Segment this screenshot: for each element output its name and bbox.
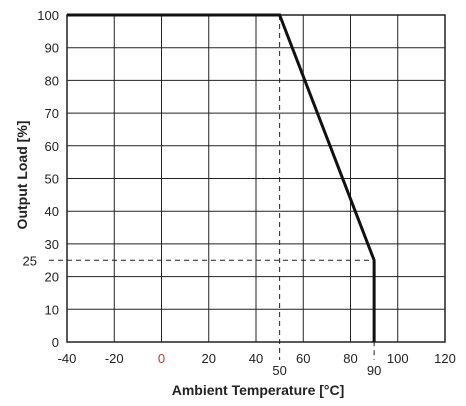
derating-curve bbox=[67, 13, 376, 342]
y-tick-label: 70 bbox=[45, 106, 59, 121]
x-tick-label: 120 bbox=[434, 351, 456, 366]
grid bbox=[66, 14, 446, 343]
x-axis-label: Ambient Temperature [°C] bbox=[172, 382, 345, 398]
y-tick-label: 20 bbox=[45, 270, 59, 285]
x-highlight-label: 90 bbox=[367, 363, 381, 378]
x-tick-label: 60 bbox=[296, 351, 310, 366]
x-tick-label: -20 bbox=[105, 351, 124, 366]
tick-labels: -40 -20 0 20 40 60 80 100 120 0 10 20 30 40 50 60 70 80 90… bbox=[23, 8, 456, 378]
y-tick-label: 60 bbox=[45, 139, 59, 154]
x-tick-label: 20 bbox=[202, 351, 216, 366]
series bbox=[67, 13, 376, 342]
x-tick-label: 100 bbox=[387, 351, 409, 366]
x-highlight-label: 50 bbox=[272, 363, 286, 378]
y-tick-label: 10 bbox=[45, 302, 59, 317]
y-tick-label: 100 bbox=[37, 8, 59, 23]
y-highlight-label: 25 bbox=[23, 253, 37, 268]
y-tick-label: 90 bbox=[45, 41, 59, 56]
x-tick-label: 80 bbox=[343, 351, 357, 366]
y-tick-label: 80 bbox=[45, 73, 59, 88]
x-tick-label: 40 bbox=[249, 351, 263, 366]
y-tick-label: 30 bbox=[45, 237, 59, 252]
x-tick-label: -40 bbox=[58, 351, 77, 366]
x-tick-label: 0 bbox=[158, 351, 165, 366]
y-tick-label: 40 bbox=[45, 204, 59, 219]
y-tick-label: 50 bbox=[45, 172, 59, 187]
y-axis-label: Output Load [%] bbox=[14, 121, 30, 230]
guide-lines bbox=[49, 15, 375, 360]
y-tick-label: 0 bbox=[52, 335, 59, 350]
